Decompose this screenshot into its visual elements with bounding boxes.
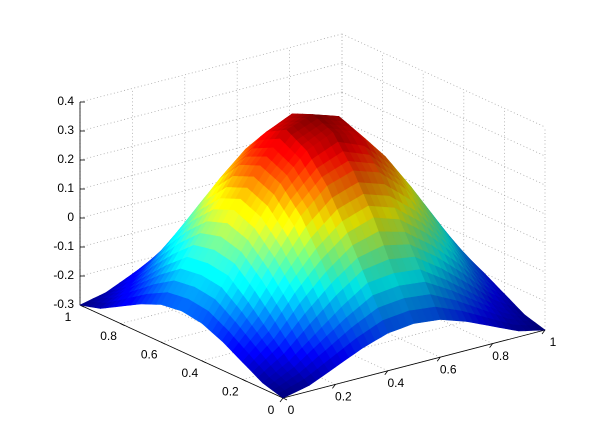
- x-tick: [489, 343, 493, 348]
- x-tick: [279, 397, 284, 403]
- x-tick-label: 0.2: [335, 390, 352, 404]
- z-tick-label: -0.2: [53, 268, 74, 282]
- y-tick: [120, 323, 125, 326]
- z-tick-label: -0.3: [53, 297, 74, 311]
- x-tick: [332, 384, 336, 389]
- grid-line: [341, 62, 546, 157]
- x-tick-label: 0.6: [440, 362, 457, 376]
- z-tick-label: 0.1: [57, 181, 74, 195]
- y-tick: [242, 379, 247, 382]
- grid-line: [341, 149, 546, 244]
- y-tick-label: 0: [268, 403, 275, 417]
- grid-line: [132, 291, 336, 385]
- grid-line: [79, 33, 343, 103]
- grid-line: [341, 178, 546, 273]
- y-tick: [161, 341, 166, 345]
- surface-patch: [277, 390, 290, 399]
- grid-line: [341, 120, 546, 215]
- x-tick: [541, 329, 546, 335]
- z-tick-label: 0.4: [57, 94, 74, 108]
- y-tick-label: 0.8: [100, 329, 117, 343]
- x-tick: [436, 356, 441, 362]
- x-tick-label: 0: [288, 403, 295, 417]
- x-tick: [384, 370, 389, 376]
- x-axis: [282, 329, 546, 399]
- y-tick: [201, 360, 206, 364]
- x-tick-label: 0.4: [387, 376, 404, 390]
- x-tick-label: 0.8: [492, 349, 509, 363]
- y-tick-label: 0.6: [141, 347, 158, 361]
- y-tick-label: 1: [65, 310, 72, 324]
- y-tick: [282, 397, 288, 401]
- grid-line: [341, 207, 546, 302]
- z-tick-label: 0: [67, 210, 74, 224]
- y-tick-label: 0.2: [222, 385, 239, 399]
- x-tick-label: 1: [550, 335, 557, 349]
- y-axis: [79, 304, 284, 399]
- grid-line: [341, 91, 546, 186]
- y-tick-label: 0.4: [181, 366, 198, 380]
- grid-line: [341, 33, 546, 128]
- z-tick-label: 0.3: [57, 123, 74, 137]
- z-tick-label: -0.1: [53, 239, 74, 253]
- z-tick-label: 0.2: [57, 152, 74, 166]
